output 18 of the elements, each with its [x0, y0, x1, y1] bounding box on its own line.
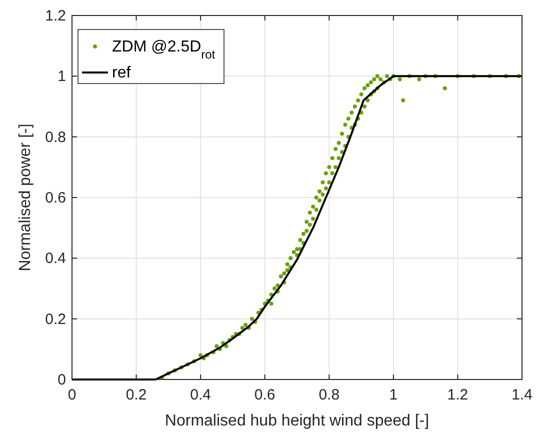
y-axis-title: Normalised power [-] — [17, 124, 34, 272]
y-tick-label: 1 — [58, 68, 66, 86]
y-tick-label: 1.2 — [45, 8, 66, 24]
legend-label: ZDM @2.5D$_{rot}$ — [112, 38, 216, 62]
x-tick-label: 1.4 — [512, 386, 532, 404]
x-tick-label: 0.2 — [126, 386, 147, 404]
legend-label: ref — [112, 64, 132, 82]
x-tick-label: 0.8 — [318, 386, 340, 404]
x-tick-label: 0.6 — [254, 386, 276, 404]
y-tick-label: 0.2 — [45, 310, 66, 328]
x-axis-title: Normalised hub height wind speed [-] — [164, 412, 430, 430]
x-tick-label: 0.4 — [190, 386, 211, 404]
x-tick-label: 1 — [389, 386, 398, 404]
y-tick-label: 0.8 — [45, 128, 66, 146]
x-tick-label: 1.2 — [447, 386, 468, 404]
y-tick-label: 0.6 — [45, 190, 66, 206]
y-tick-label: 0 — [58, 372, 66, 388]
y-tick-label: 0.4 — [45, 250, 66, 268]
